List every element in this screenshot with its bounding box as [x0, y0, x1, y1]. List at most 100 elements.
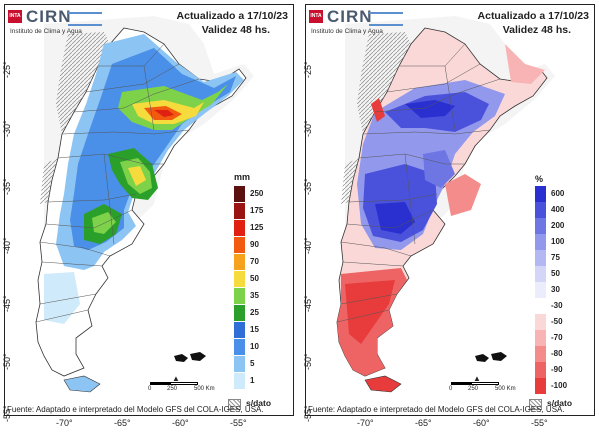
- longitude-label: -70°: [357, 418, 374, 428]
- scale-bar: 0 250 500 Km: [136, 377, 226, 397]
- scale-label: 0: [449, 386, 453, 392]
- legend-label: 25: [250, 308, 259, 317]
- legend-swatch: [535, 218, 546, 234]
- legend-item: -70: [535, 330, 587, 346]
- legend-swatch: [535, 378, 546, 394]
- no-data-area: [56, 32, 110, 134]
- anomaly-map: [336, 16, 555, 393]
- legend-item: 175: [234, 203, 286, 219]
- hatch-swatch: [228, 399, 241, 410]
- latitude-label: -50°: [303, 353, 313, 370]
- legend-label: 90: [250, 240, 259, 249]
- legend-item: 200: [535, 218, 587, 234]
- legend-label: 1: [250, 376, 255, 385]
- legend-swatch: [234, 220, 245, 236]
- legend-label: 250: [250, 189, 264, 198]
- legend-swatch: [234, 254, 245, 270]
- scale-label: 500 Km: [194, 386, 215, 392]
- legend-swatch: [535, 186, 546, 202]
- legend-item: 250: [234, 186, 286, 202]
- legend-swatch: [234, 356, 245, 372]
- latitude-label: -30°: [2, 120, 12, 137]
- cirn-logo-text: CIRN: [327, 7, 373, 26]
- north-arrow-icon: ▲: [172, 374, 180, 383]
- inta-logo: INTA: [8, 10, 22, 23]
- legend: % 600 400 200 100 75 50 30 -30 -50 -70 -80 -90 -100: [531, 174, 589, 396]
- scale-label: 500 Km: [495, 386, 516, 392]
- legend-item: 1: [234, 373, 286, 389]
- legend-label: 5: [250, 359, 255, 368]
- logo-waves-icon: [369, 12, 403, 26]
- province-borders: [336, 43, 501, 323]
- legend-item: -90: [535, 362, 587, 378]
- legend-item: 50: [535, 266, 587, 282]
- inta-logo: INTA: [309, 10, 323, 23]
- legend-label: -70: [551, 333, 563, 342]
- legend-item: 25: [234, 305, 286, 321]
- updated-date: Actualizado a 17/10/23: [176, 10, 288, 22]
- latitude-label: -35°: [303, 178, 313, 195]
- legend-item: 75: [535, 250, 587, 266]
- legend-swatch: [234, 203, 245, 219]
- legend-item: 15: [234, 322, 286, 338]
- legend-label: 50: [250, 274, 259, 283]
- legend-label: 125: [250, 223, 264, 232]
- legend-label: 15: [250, 325, 259, 334]
- longitude-label: -65°: [415, 418, 432, 428]
- legend-swatch: [535, 282, 546, 298]
- latitude-label: -45°: [303, 295, 313, 312]
- legend-swatch: [234, 186, 245, 202]
- legend-title: %: [535, 174, 544, 184]
- malvinas-islands: [475, 352, 507, 362]
- legend-item: 125: [234, 220, 286, 236]
- no-data-label: s/dato: [246, 398, 272, 408]
- legend-swatch: [535, 330, 546, 346]
- legend-label: 175: [250, 206, 264, 215]
- anomaly-map-panel: INTA CIRN Instituto de Clima y Agua Actu…: [305, 4, 595, 416]
- latitude-label: -50°: [2, 353, 12, 370]
- cirn-logo-text: CIRN: [26, 7, 72, 26]
- legend-swatch: [234, 339, 245, 355]
- legend-label: 600: [551, 189, 565, 198]
- source-note: Fuente: Adaptado e interpretado del Mode…: [308, 405, 565, 414]
- updated-date: Actualizado a 17/10/23: [477, 10, 589, 22]
- validity: Validez 48 hs.: [502, 24, 571, 36]
- latitude-label: -35°: [2, 178, 12, 195]
- longitude-label: -55°: [230, 418, 247, 428]
- legend-swatch: [234, 237, 245, 253]
- legend-label: 10: [250, 342, 259, 351]
- legend-label: -30: [551, 301, 563, 310]
- legend-swatch: [535, 266, 546, 282]
- longitude-label: -55°: [531, 418, 548, 428]
- latitude-label: -55°: [303, 405, 313, 422]
- legend-label: -80: [551, 349, 563, 358]
- legend-label: 100: [551, 237, 565, 246]
- legend-swatch: [535, 314, 546, 330]
- validity: Validez 48 hs.: [201, 24, 270, 36]
- legend-swatch: [535, 346, 546, 362]
- longitude-label: -60°: [473, 418, 490, 428]
- legend-item: 5: [234, 356, 286, 372]
- logo-waves-icon: [68, 12, 102, 26]
- legend-label: -100: [551, 381, 568, 390]
- legend-item: 10: [234, 339, 286, 355]
- longitude-label: -70°: [56, 418, 73, 428]
- province-borders: [35, 43, 200, 323]
- legend: mm 250 175 125 90 70 50 35 25 15 10 5 1: [230, 172, 288, 394]
- legend-label: 50: [551, 269, 560, 278]
- legend-item: 50: [234, 271, 286, 287]
- legend-label: 400: [551, 205, 565, 214]
- legend-item: -80: [535, 346, 587, 362]
- legend-label: 75: [551, 253, 560, 262]
- scale-label: 250: [167, 386, 178, 392]
- legend-swatch: [535, 234, 546, 250]
- latitude-label: -30°: [303, 120, 313, 137]
- legend-swatch: [535, 250, 546, 266]
- legend-swatch: [234, 322, 245, 338]
- legend-label: 30: [551, 285, 560, 294]
- legend-item: 70: [234, 254, 286, 270]
- legend-label: 70: [250, 257, 259, 266]
- longitude-label: -65°: [114, 418, 131, 428]
- legend-swatch: [234, 271, 245, 287]
- legend-title: mm: [234, 172, 251, 182]
